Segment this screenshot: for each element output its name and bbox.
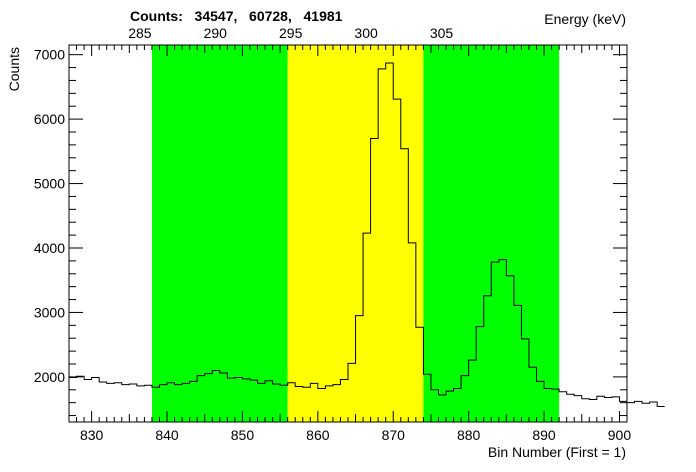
x-tick-label: 860 bbox=[306, 427, 330, 443]
top-energy-axis: 285 290 295 300 305 bbox=[128, 25, 453, 41]
y-tick-label: 5000 bbox=[34, 176, 65, 192]
energy-tick-label: 285 bbox=[128, 25, 152, 41]
right-axis bbox=[613, 54, 627, 417]
bottom-axis: 830 840 850 860 870 880 890 900 bbox=[68, 45, 632, 443]
counts-title: Counts: 34547, 60728, 41981 bbox=[130, 8, 343, 24]
y-tick-label: 4000 bbox=[34, 240, 65, 256]
x-tick-label: 870 bbox=[382, 427, 406, 443]
energy-tick-label: 295 bbox=[279, 25, 303, 41]
x-tick-label: 890 bbox=[532, 427, 556, 443]
x-tick-label: 900 bbox=[608, 427, 632, 443]
y-tick-label: 3000 bbox=[34, 304, 65, 320]
x-tick-label: 880 bbox=[457, 427, 481, 443]
y-tick-label: 7000 bbox=[34, 47, 65, 63]
energy-axis-title: Energy (keV) bbox=[544, 11, 626, 27]
y-tick-label: 6000 bbox=[34, 111, 65, 127]
x-tick-label: 850 bbox=[231, 427, 255, 443]
spectrum-histogram bbox=[69, 62, 665, 408]
x-axis-title: Bin Number (First = 1) bbox=[488, 444, 626, 460]
x-tick-label: 840 bbox=[155, 427, 179, 443]
region-band-1 bbox=[151, 45, 288, 422]
left-axis: 2000 3000 4000 5000 6000 7000 bbox=[34, 47, 83, 417]
x-tick-label: 830 bbox=[80, 427, 104, 443]
y-tick-label: 2000 bbox=[34, 369, 65, 385]
energy-tick-label: 305 bbox=[430, 25, 454, 41]
region-band-2 bbox=[287, 45, 424, 422]
region-bands bbox=[151, 45, 560, 422]
energy-tick-label: 290 bbox=[204, 25, 228, 41]
energy-tick-label: 300 bbox=[354, 25, 378, 41]
region-band-3 bbox=[423, 45, 560, 422]
y-axis-title: Counts bbox=[6, 47, 22, 91]
